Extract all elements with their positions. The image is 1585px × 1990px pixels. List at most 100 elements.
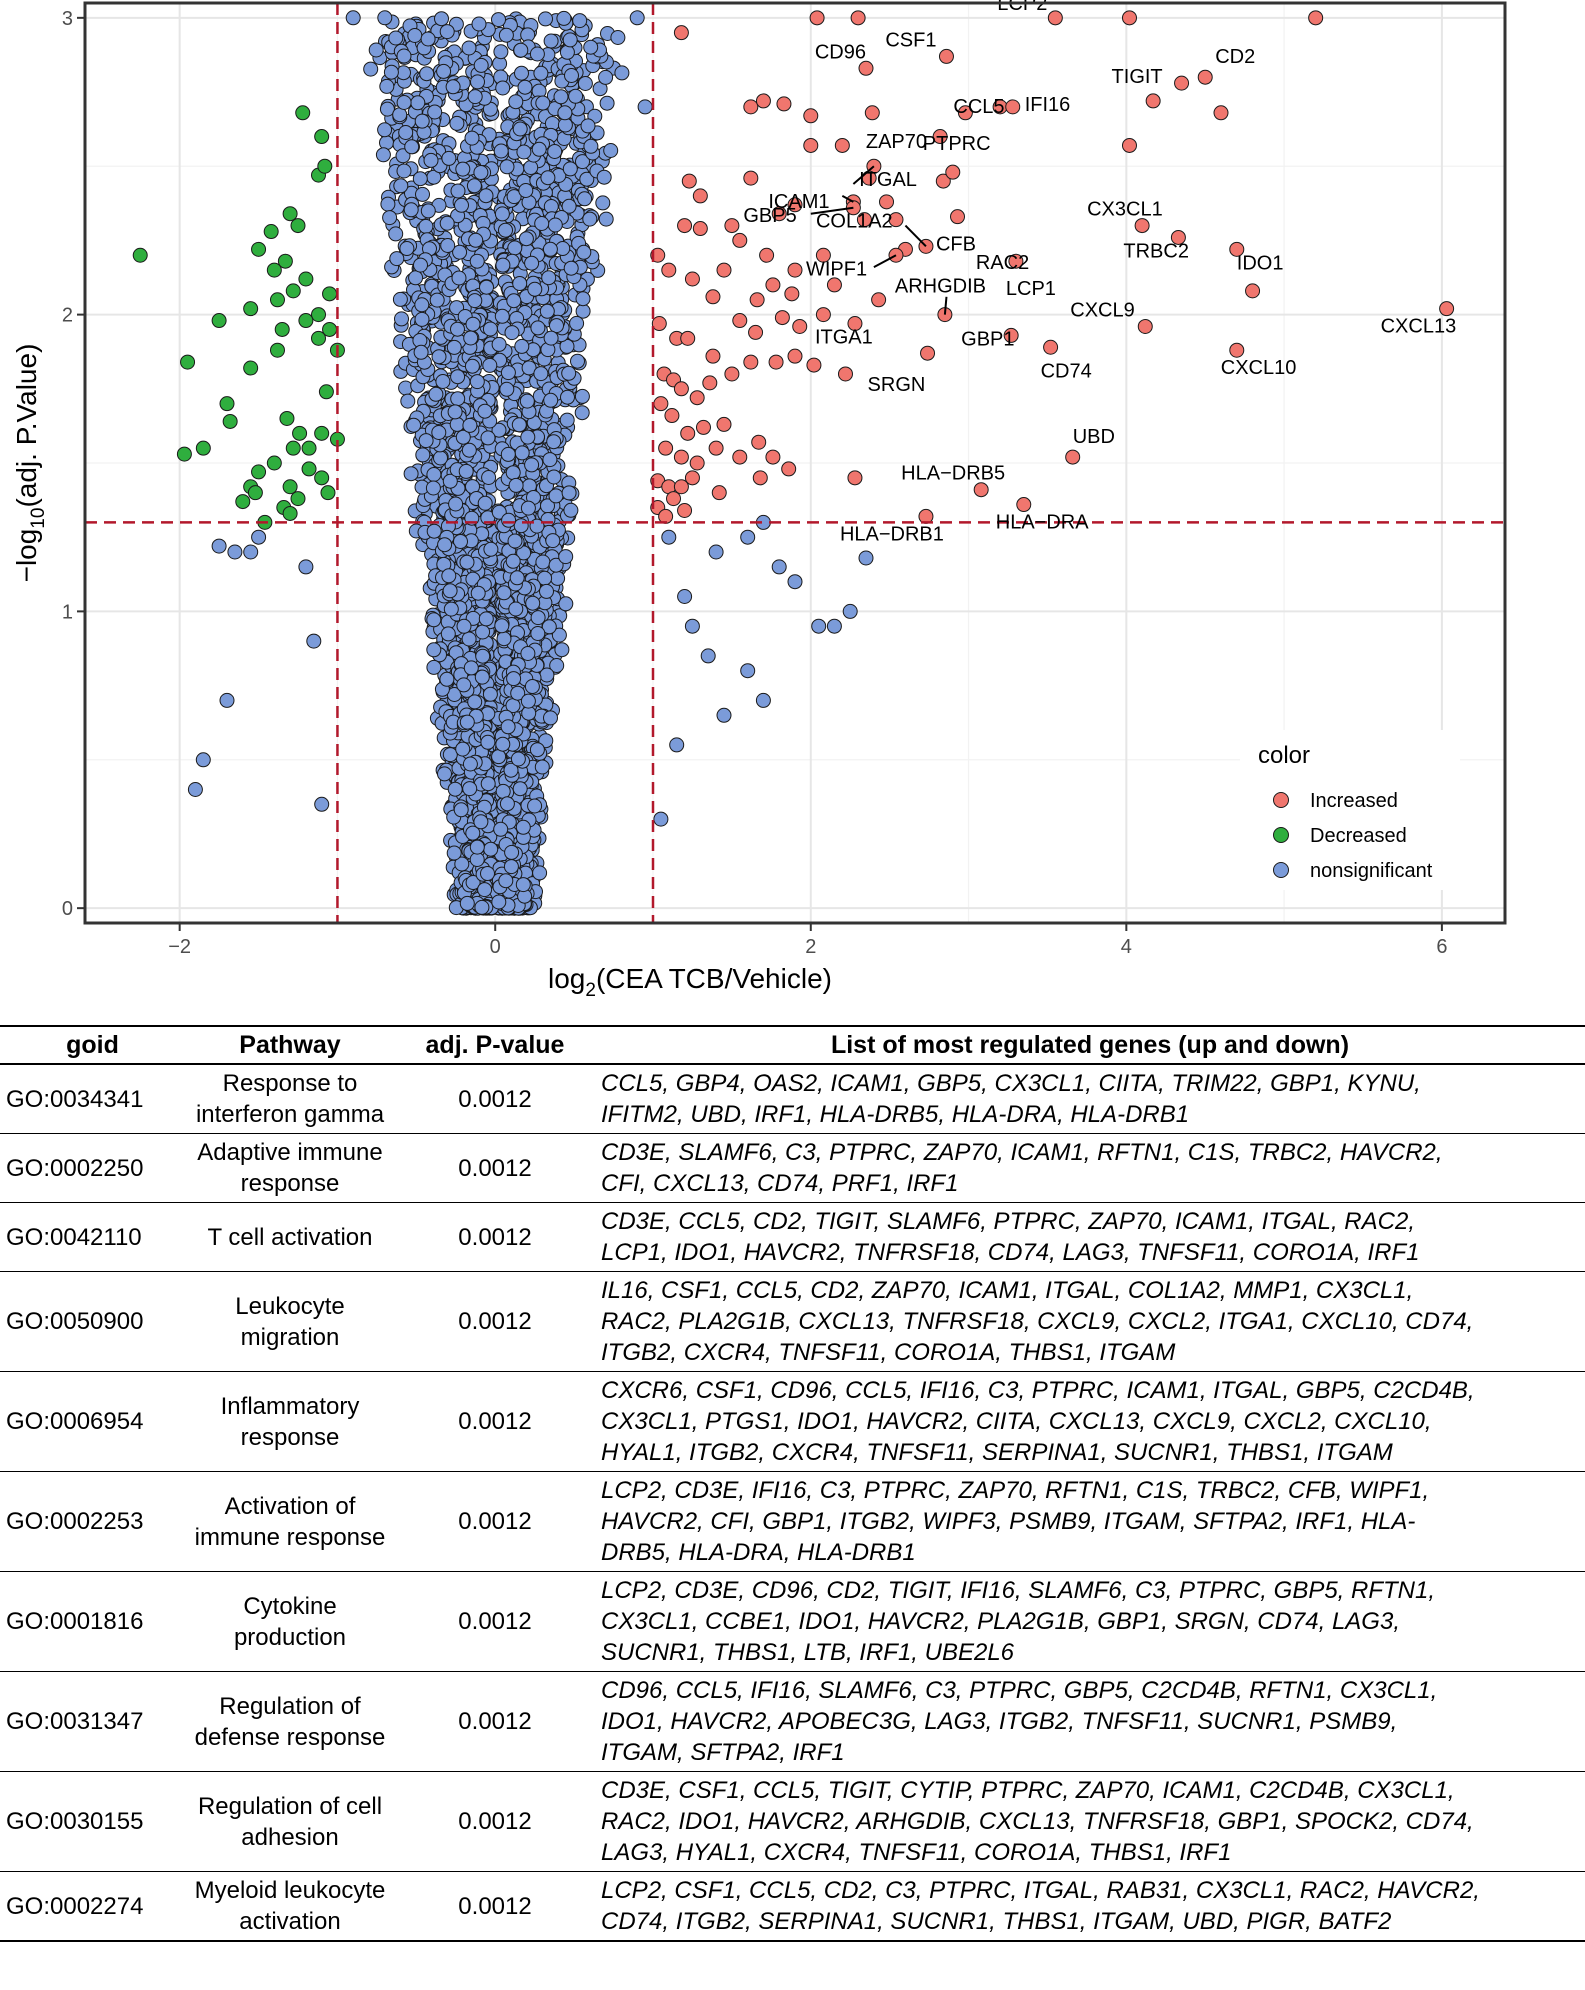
y-axis-label-body: (adj. P.Value) (11, 344, 42, 508)
point-increased (755, 93, 771, 109)
point-nonsignificant (431, 425, 447, 440)
point-nonsignificant (534, 759, 550, 775)
point-nonsignificant (459, 714, 475, 730)
cell-genes: LCP2, CD3E, IFI16, C3, PTPRC, ZAP70, RFT… (595, 1471, 1585, 1572)
point-nonsignificant (771, 559, 787, 575)
point-nonsignificant (507, 240, 523, 256)
point-nonsignificant (495, 736, 511, 752)
point-nonsignificant (379, 101, 395, 117)
point-decreased (311, 330, 327, 346)
cell-genes-line: CFI, CXCL13, CD74, PRF1, IRF1 (601, 1170, 959, 1197)
header-pathway: Pathway (185, 1026, 395, 1065)
point-nonsignificant (473, 165, 489, 180)
point-nonsignificant (482, 686, 498, 702)
cell-adj-p-value-line: 0.0012 (458, 1608, 532, 1635)
point-nonsignificant (458, 463, 474, 479)
point-nonsignificant (560, 389, 575, 405)
point-nonsignificant (499, 796, 515, 812)
point-nonsignificant (495, 257, 511, 273)
point-increased (692, 188, 708, 204)
cell-pathway: Regulation of defense response (185, 1671, 395, 1772)
point-nonsignificant (542, 452, 558, 468)
header-goid: goid (0, 1026, 185, 1065)
point-increased (837, 366, 853, 382)
point-nonsignificant (450, 183, 466, 199)
cell-pathway: Inflammatory response (185, 1371, 395, 1472)
point-nonsignificant (396, 48, 412, 64)
cell-goid: GO:0031347 (0, 1671, 185, 1772)
cell-goid: GO:0006954 (0, 1371, 185, 1472)
point-nonsignificant (474, 669, 490, 685)
threshold-lines (85, 3, 1505, 923)
cell-goid: GO:0001816 (0, 1571, 185, 1672)
point-nonsignificant (533, 366, 549, 382)
point-nonsignificant (520, 500, 536, 516)
point-nonsignificant (614, 65, 630, 81)
gene-label: ICAM1 (768, 191, 829, 213)
cell-pathway-line: Cytokine (243, 1592, 337, 1620)
cell-goid-line: GO:0030155 (6, 1808, 144, 1835)
point-nonsignificant (508, 477, 524, 493)
point-nonsignificant (512, 781, 528, 797)
cell-pathway-line: Myeloid leukocyte (194, 1877, 386, 1904)
cell-goid: GO:0050900 (0, 1271, 185, 1372)
table-body: GO:0034341 Response to interferon gamma 0.0… (0, 1064, 1585, 1942)
point-nonsignificant (306, 633, 322, 649)
point-increased (1174, 75, 1190, 91)
point-decreased (301, 461, 317, 477)
point-increased (653, 396, 669, 412)
gene-label: SRGN (868, 374, 926, 396)
point-nonsignificant (549, 318, 564, 334)
gene-label-leader (841, 195, 854, 203)
cell-goid-line: GO:0034341 (6, 1085, 144, 1113)
point-increased (658, 440, 674, 456)
point-nonsignificant (426, 523, 442, 539)
point-nonsignificant (543, 392, 559, 408)
point-nonsignificant (449, 115, 465, 131)
point-nonsignificant (449, 416, 465, 432)
point-nonsignificant (511, 417, 527, 433)
cell-genes-line: CX3CL1, CCBE1, IDO1, HAVCR2, PLA2G1B, GB… (601, 1608, 1400, 1635)
cell-goid-line: GO:0002253 (6, 1508, 144, 1535)
point-nonsignificant (447, 404, 463, 420)
cell-genes-line: ITGAM, SFTPA2, IRF1 (601, 1739, 845, 1766)
y-axis-label-prefix: −log (11, 529, 42, 583)
point-nonsignificant (431, 349, 447, 365)
point-nonsignificant (556, 10, 572, 26)
cell-genes-line: CD74, ITGB2, SERPINA1, SUCNR1, THBS1, IT… (601, 1908, 1392, 1935)
point-nonsignificant (446, 339, 462, 355)
point-nonsignificant (491, 749, 507, 765)
point-increased (689, 455, 705, 471)
point-nonsignificant (700, 648, 716, 664)
point-nonsignificant (398, 125, 414, 140)
point-nonsignificant (535, 554, 551, 570)
gene-label: HLA−DRB1 (840, 523, 944, 545)
point-increased (1008, 253, 1024, 269)
cell-goid-line: GO:0002274 (6, 1892, 144, 1920)
point-decreased (279, 410, 295, 426)
point-decreased (243, 360, 259, 376)
point-nonsignificant (549, 658, 565, 673)
point-nonsignificant (548, 488, 564, 504)
point-nonsignificant (468, 232, 484, 248)
point-nonsignificant (546, 469, 562, 485)
cell-goid-line: GO:0042110 (6, 1223, 142, 1251)
x-axis-label-sub: 2 (585, 980, 596, 1001)
point-increased (771, 206, 787, 222)
cell-adj-p-value-line: 0.0012 (458, 1308, 532, 1335)
point-nonsignificant (598, 211, 614, 227)
point-nonsignificant (465, 316, 481, 332)
point-nonsignificant (469, 253, 485, 269)
cell-genes-line: CD3E, CCL5, CD2, TIGIT, SLAMF6, PTPRC, Z… (601, 1208, 1415, 1235)
gene-label-leader (810, 206, 854, 215)
gene-label: CFB (936, 233, 976, 255)
point-nonsignificant (515, 819, 531, 835)
point-nonsignificant (579, 171, 595, 187)
point-nonsignificant (576, 244, 592, 260)
point-increased (673, 25, 689, 41)
point-nonsignificant (400, 393, 416, 409)
point-decreased (251, 241, 267, 257)
legend-key (1273, 827, 1289, 843)
point-nonsignificant (467, 293, 483, 309)
